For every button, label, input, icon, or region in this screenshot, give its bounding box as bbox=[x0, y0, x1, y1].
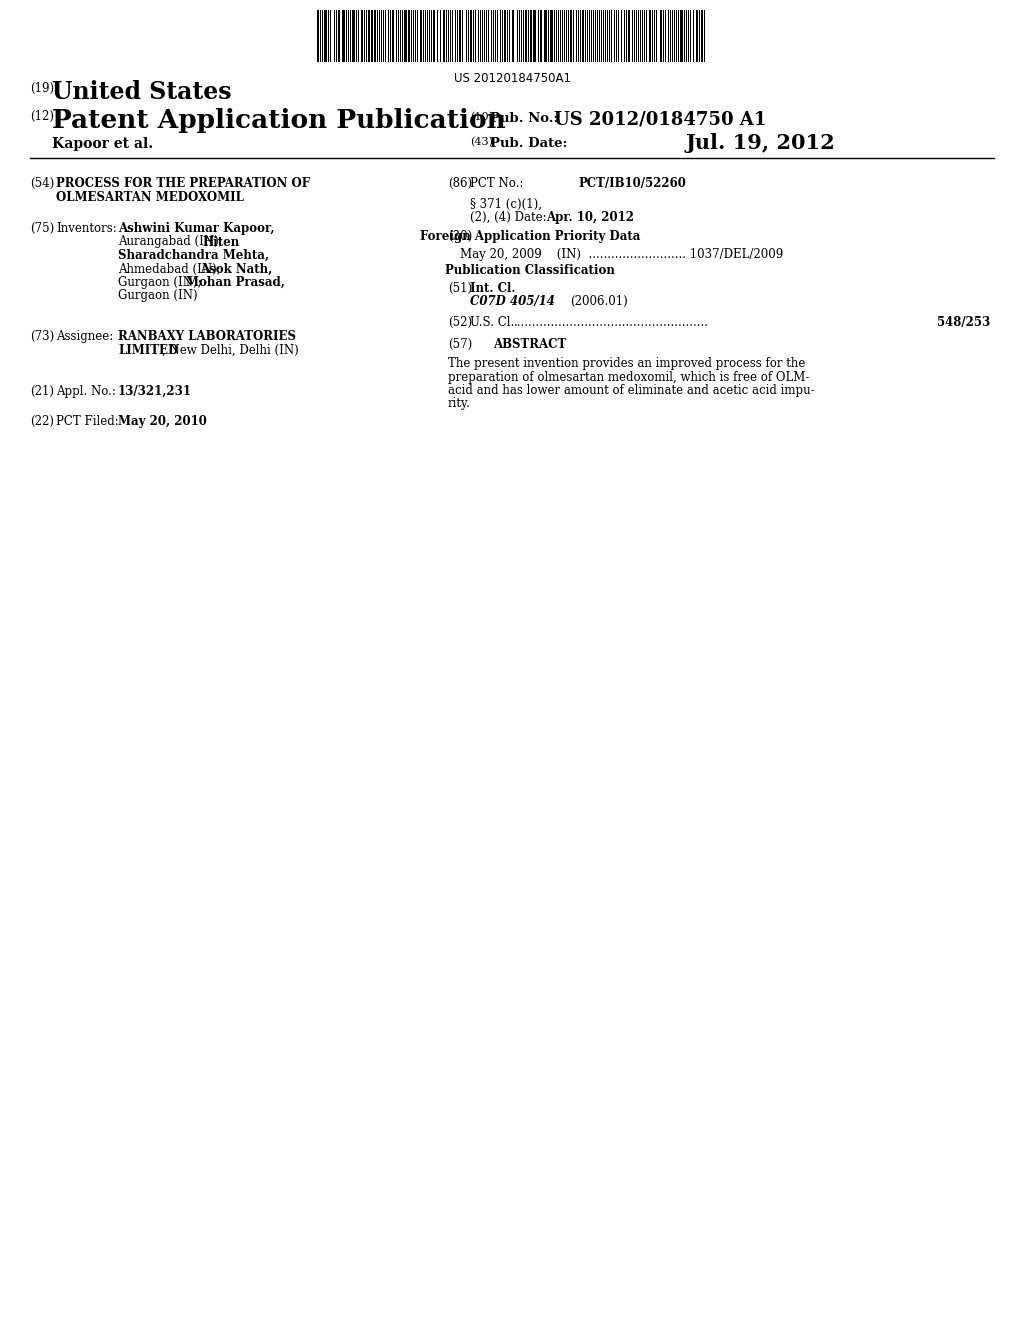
Bar bbox=[701, 11, 703, 62]
Bar bbox=[420, 11, 422, 62]
Text: Pub. No.:: Pub. No.: bbox=[490, 112, 558, 125]
Bar bbox=[368, 11, 370, 62]
Text: C07D 405/14: C07D 405/14 bbox=[470, 294, 555, 308]
Bar bbox=[660, 11, 662, 62]
Text: The present invention provides an improved process for the: The present invention provides an improv… bbox=[449, 356, 805, 370]
Bar bbox=[550, 11, 553, 62]
Text: 548/253: 548/253 bbox=[937, 315, 990, 329]
Bar bbox=[512, 11, 514, 62]
Text: (73): (73) bbox=[30, 330, 54, 343]
Text: Sharadchandra Mehta,: Sharadchandra Mehta, bbox=[118, 249, 269, 261]
Bar bbox=[530, 11, 532, 62]
Text: U.S. Cl.: U.S. Cl. bbox=[470, 315, 514, 329]
Text: (2006.01): (2006.01) bbox=[570, 294, 628, 308]
Text: Publication Classification: Publication Classification bbox=[445, 264, 615, 277]
Bar bbox=[408, 11, 410, 62]
Text: (86): (86) bbox=[449, 177, 472, 190]
Bar bbox=[582, 11, 584, 62]
Text: (43): (43) bbox=[470, 137, 493, 148]
Text: (2), (4) Date:: (2), (4) Date: bbox=[470, 211, 547, 224]
Bar bbox=[374, 11, 376, 62]
Text: PCT Filed:: PCT Filed: bbox=[56, 414, 119, 428]
Bar bbox=[504, 11, 506, 62]
Bar bbox=[680, 11, 683, 62]
Text: Gurgaon (IN): Gurgaon (IN) bbox=[118, 289, 198, 302]
Bar bbox=[534, 11, 536, 62]
Bar bbox=[352, 11, 355, 62]
Text: , New Delhi, Delhi (IN): , New Delhi, Delhi (IN) bbox=[162, 343, 299, 356]
Bar bbox=[459, 11, 461, 62]
Text: PCT/IB10/52260: PCT/IB10/52260 bbox=[578, 177, 686, 190]
Bar bbox=[544, 11, 547, 62]
Bar bbox=[540, 11, 542, 62]
Bar bbox=[342, 11, 345, 62]
Bar bbox=[433, 11, 435, 62]
Bar bbox=[392, 11, 394, 62]
Text: OLMESARTAN MEDOXOMIL: OLMESARTAN MEDOXOMIL bbox=[56, 191, 244, 205]
Text: ABSTRACT: ABSTRACT bbox=[494, 338, 566, 351]
Bar bbox=[317, 11, 319, 62]
Text: (51): (51) bbox=[449, 282, 472, 294]
Bar bbox=[371, 11, 373, 62]
Text: (10): (10) bbox=[470, 112, 493, 123]
Text: (19): (19) bbox=[30, 82, 54, 95]
Text: Ahmedabad (IN);: Ahmedabad (IN); bbox=[118, 263, 224, 276]
Bar bbox=[470, 11, 472, 62]
Text: Gurgaon (IN);: Gurgaon (IN); bbox=[118, 276, 206, 289]
Text: US 2012/0184750 A1: US 2012/0184750 A1 bbox=[554, 110, 766, 128]
Bar bbox=[404, 11, 407, 62]
Text: Int. Cl.: Int. Cl. bbox=[470, 282, 515, 294]
Text: (57): (57) bbox=[449, 338, 472, 351]
Bar bbox=[324, 11, 327, 62]
Text: rity.: rity. bbox=[449, 397, 471, 411]
Text: Foreign Application Priority Data: Foreign Application Priority Data bbox=[420, 230, 640, 243]
Text: United States: United States bbox=[52, 81, 231, 104]
Bar bbox=[338, 11, 340, 62]
Text: (12): (12) bbox=[30, 110, 54, 123]
Text: 13/321,231: 13/321,231 bbox=[118, 385, 193, 399]
Text: Ashwini Kumar Kapoor,: Ashwini Kumar Kapoor, bbox=[118, 222, 274, 235]
Text: Appl. No.:: Appl. No.: bbox=[56, 385, 116, 399]
Text: preparation of olmesartan medoxomil, which is free of OLM-: preparation of olmesartan medoxomil, whi… bbox=[449, 371, 809, 384]
Text: PROCESS FOR THE PREPARATION OF: PROCESS FOR THE PREPARATION OF bbox=[56, 177, 310, 190]
Text: § 371 (c)(1),: § 371 (c)(1), bbox=[470, 198, 542, 211]
Bar bbox=[361, 11, 362, 62]
Text: Apr. 10, 2012: Apr. 10, 2012 bbox=[546, 211, 634, 224]
Bar bbox=[649, 11, 651, 62]
Text: Hiten: Hiten bbox=[202, 235, 240, 248]
Text: (75): (75) bbox=[30, 222, 54, 235]
Text: (22): (22) bbox=[30, 414, 54, 428]
Text: PCT No.:: PCT No.: bbox=[470, 177, 523, 190]
Text: Kapoor et al.: Kapoor et al. bbox=[52, 137, 154, 150]
Text: (52): (52) bbox=[449, 315, 472, 329]
Text: May 20, 2009    (IN)  .......................... 1037/DEL/2009: May 20, 2009 (IN) ......................… bbox=[460, 248, 783, 261]
Text: Inventors:: Inventors: bbox=[56, 222, 117, 235]
Text: (21): (21) bbox=[30, 385, 54, 399]
Text: RANBAXY LABORATORIES: RANBAXY LABORATORIES bbox=[118, 330, 296, 343]
Text: Mohan Prasad,: Mohan Prasad, bbox=[186, 276, 285, 289]
Text: LIMITED: LIMITED bbox=[118, 343, 178, 356]
Text: May 20, 2010: May 20, 2010 bbox=[118, 414, 207, 428]
Bar bbox=[525, 11, 527, 62]
Text: Pub. Date:: Pub. Date: bbox=[490, 137, 567, 150]
Text: Assignee:: Assignee: bbox=[56, 330, 114, 343]
Bar bbox=[570, 11, 572, 62]
Text: Jul. 19, 2012: Jul. 19, 2012 bbox=[686, 133, 836, 153]
Bar bbox=[443, 11, 445, 62]
Text: Asok Nath,: Asok Nath, bbox=[200, 263, 272, 276]
Text: acid and has lower amount of eliminate and acetic acid impu-: acid and has lower amount of eliminate a… bbox=[449, 384, 815, 397]
Text: (30): (30) bbox=[449, 230, 472, 243]
Bar bbox=[628, 11, 630, 62]
Text: US 20120184750A1: US 20120184750A1 bbox=[454, 73, 570, 84]
Bar bbox=[696, 11, 698, 62]
Text: Aurangabad (IN);: Aurangabad (IN); bbox=[118, 235, 226, 248]
Text: Patent Application Publication: Patent Application Publication bbox=[52, 108, 506, 133]
Text: (54): (54) bbox=[30, 177, 54, 190]
Text: ....................................................: ........................................… bbox=[514, 315, 709, 329]
